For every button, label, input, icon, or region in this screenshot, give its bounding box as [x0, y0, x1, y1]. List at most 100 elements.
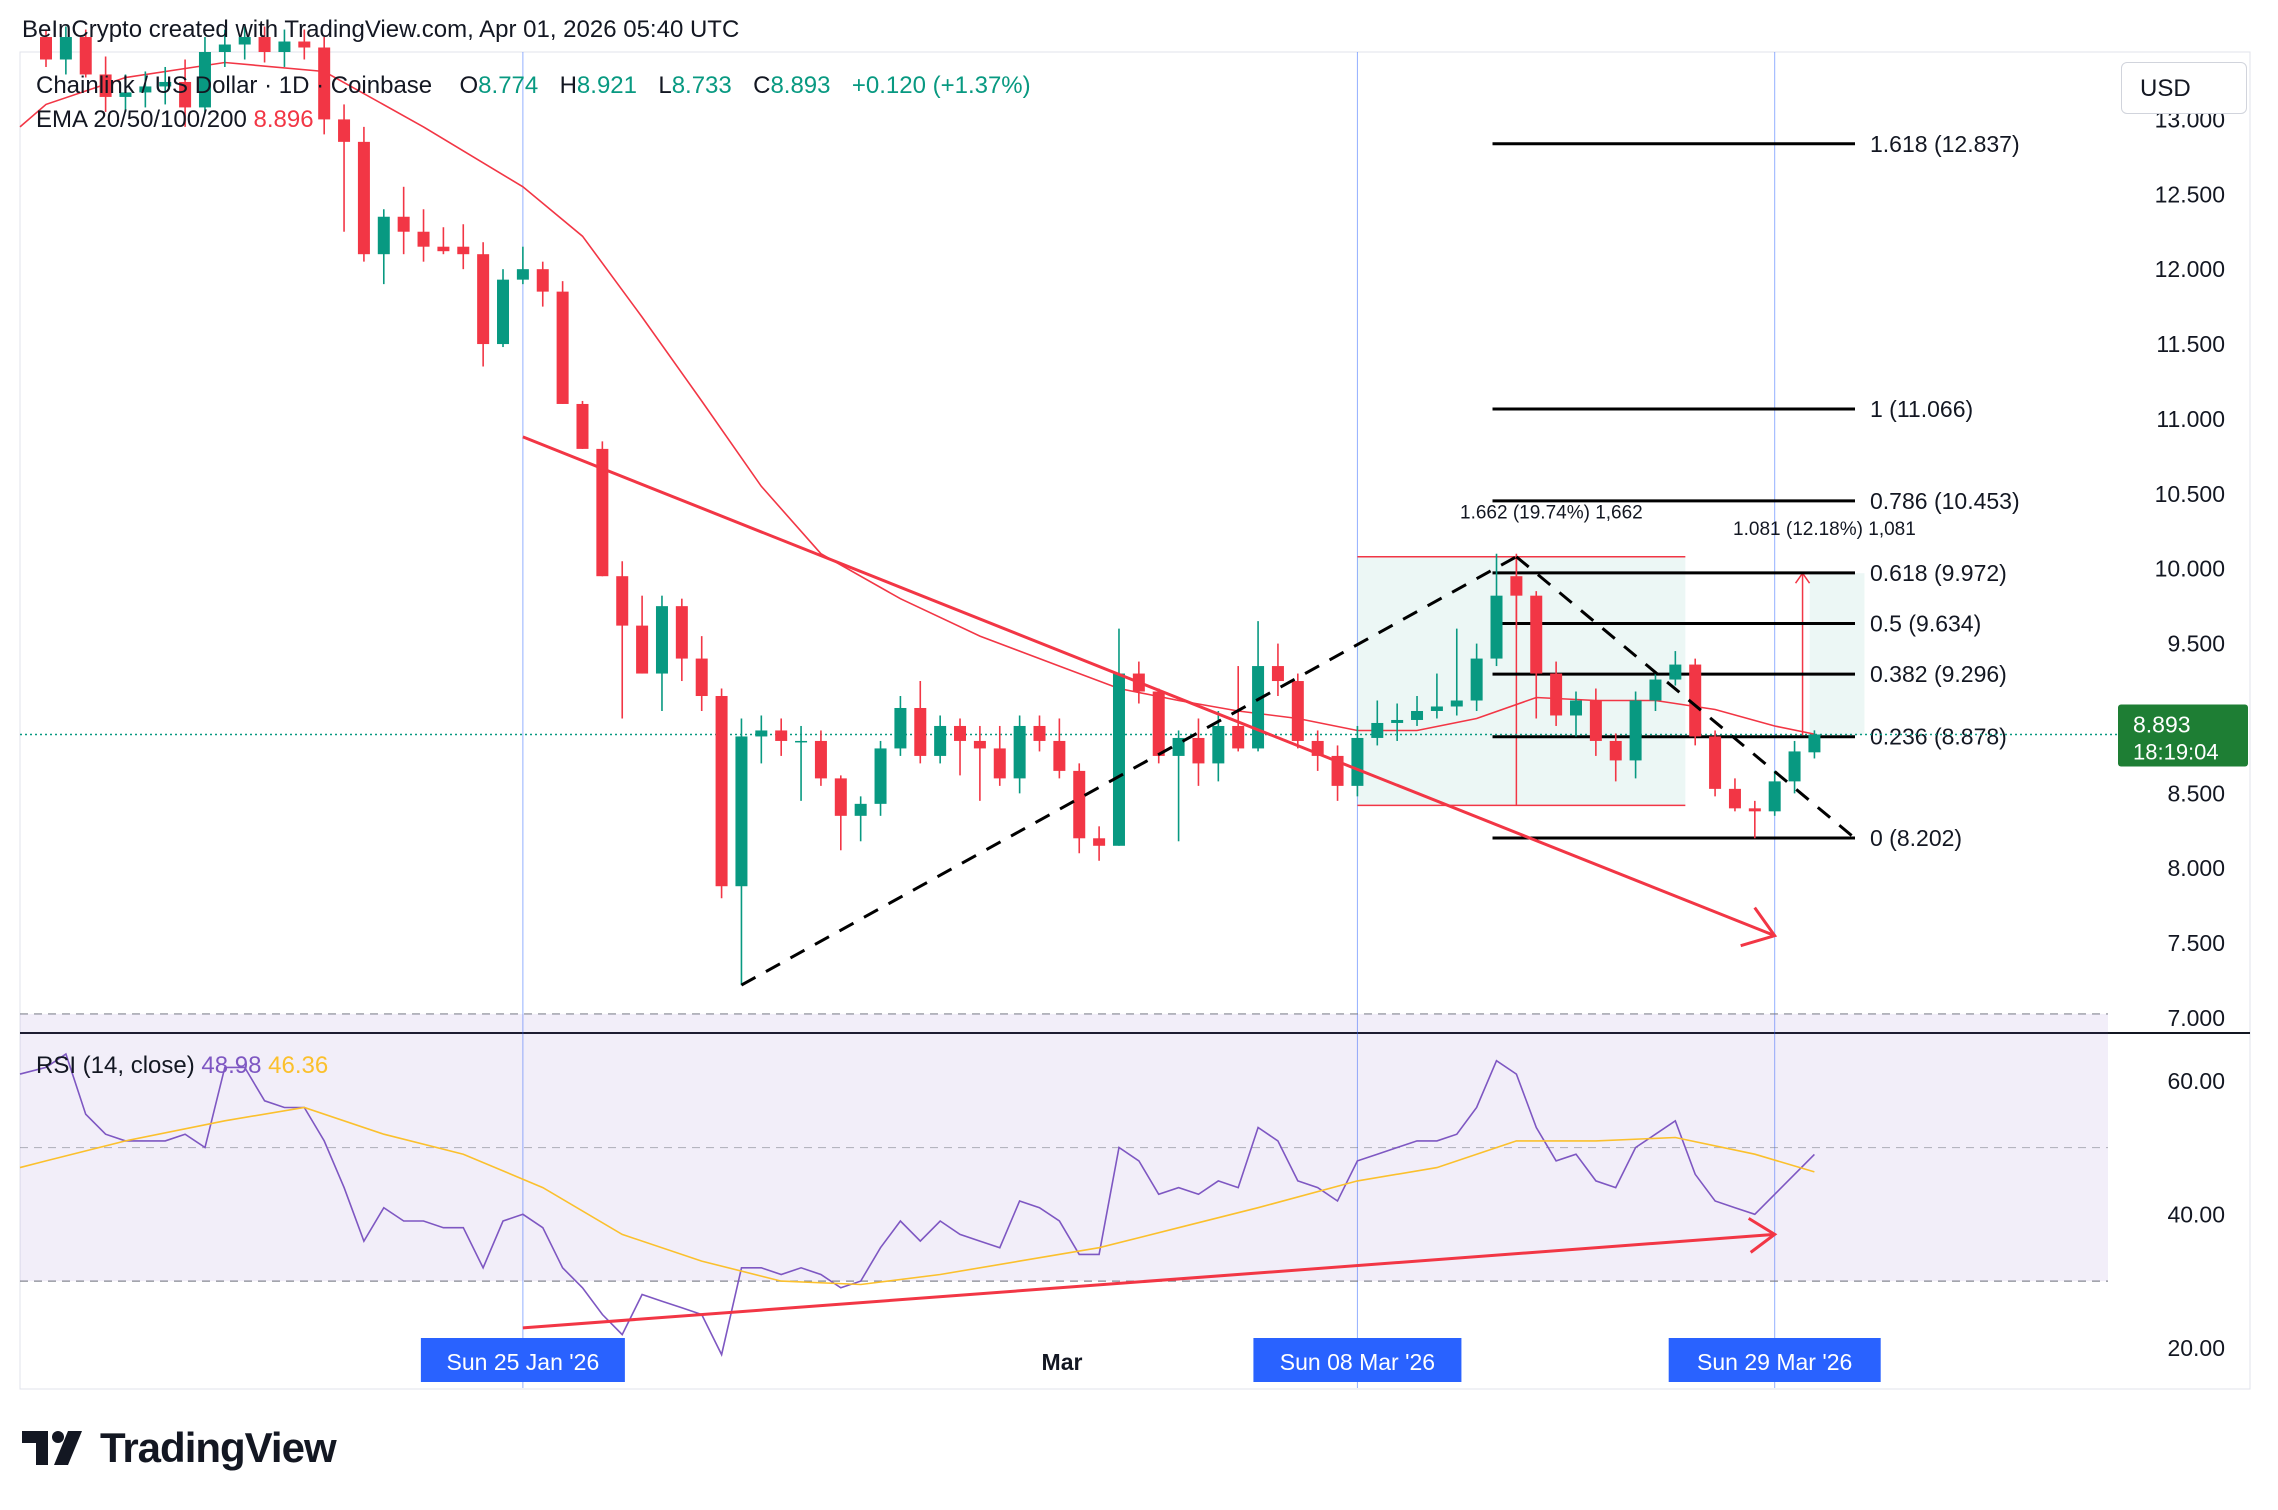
- chart-frame: [19, 51, 2251, 1390]
- fib-label-0.236: 0.236 (8.878): [1870, 724, 2007, 750]
- rsi-line: [19, 1052, 1815, 1357]
- candle: [894, 696, 907, 756]
- x-highlight-badge: [420, 1338, 625, 1382]
- candle: [1351, 725, 1364, 797]
- candle-body: [1788, 751, 1801, 782]
- fib-label-0.5: 0.5 (9.634): [1870, 611, 1981, 637]
- candle-body: [1172, 737, 1185, 756]
- price-tick-label: 10.500: [2155, 481, 2225, 507]
- candle-body: [576, 403, 589, 449]
- x-highlight-label: Sun 29 Mar '26: [1697, 1349, 1852, 1375]
- x-highlight-label: Sun 08 Mar '26: [1280, 1349, 1435, 1375]
- candle: [934, 715, 947, 764]
- candle: [59, 26, 72, 75]
- candle-body: [1271, 666, 1284, 682]
- candle-body: [179, 81, 192, 108]
- candle-body: [1470, 658, 1483, 701]
- rsi-legend[interactable]: RSI (14, close) 48.98 46.36: [36, 1052, 328, 1080]
- candle-body: [1093, 838, 1106, 846]
- price-tick-label: 12.500: [2155, 181, 2225, 207]
- candle-body: [318, 47, 331, 120]
- candle: [1033, 715, 1046, 752]
- rsi-ma-value: 46.36: [268, 1052, 329, 1079]
- high-label: H: [559, 72, 577, 99]
- candle: [278, 29, 291, 67]
- tradingview-logo-icon: [22, 1431, 82, 1465]
- candle: [477, 242, 490, 367]
- candle-body: [1609, 740, 1622, 761]
- candle: [1768, 770, 1781, 816]
- candle-body: [1351, 737, 1364, 786]
- candle-body: [1252, 666, 1265, 749]
- candle-body: [616, 576, 629, 626]
- candle-body: [377, 216, 390, 255]
- ema-legend[interactable]: EMA 20/50/100/200 8.896: [36, 106, 314, 134]
- candle: [1450, 628, 1463, 716]
- candle: [596, 441, 609, 577]
- candle-body: [1709, 736, 1722, 789]
- candle-body: [397, 216, 410, 232]
- candle: [298, 29, 311, 60]
- price-tick-label: 10.000: [2155, 556, 2225, 582]
- candle: [457, 224, 470, 270]
- candle-body: [596, 448, 609, 577]
- candle-body: [1411, 710, 1424, 720]
- credit-line: BeInCrypto created with TradingView.com,…: [22, 16, 740, 43]
- candle: [1629, 691, 1642, 779]
- candle: [814, 730, 827, 786]
- candle-body: [139, 86, 152, 93]
- candle: [1152, 688, 1165, 764]
- candle: [1788, 740, 1801, 794]
- candle-body: [1808, 734, 1821, 753]
- candle: [536, 261, 549, 307]
- candle: [1093, 826, 1106, 861]
- candle-body: [79, 37, 92, 75]
- candle-body: [1510, 576, 1523, 596]
- price-range-2-label: 1.081 (12.18%) 1,081: [1733, 519, 1916, 540]
- candle-body: [1530, 595, 1543, 674]
- candle: [1490, 553, 1503, 667]
- tradingview-logo-text: TradingView: [100, 1424, 337, 1471]
- candle-body: [993, 748, 1006, 779]
- candle-body: [159, 81, 172, 87]
- candle-body: [198, 52, 211, 108]
- candle: [1470, 643, 1483, 711]
- candle-body: [1728, 788, 1741, 809]
- candle: [338, 104, 351, 232]
- candle: [755, 715, 768, 764]
- candle-body: [417, 231, 430, 247]
- candle-body: [655, 606, 668, 674]
- candle-body: [1450, 700, 1463, 707]
- fib-label-1: 1 (11.066): [1870, 396, 1973, 422]
- candle-body: [1748, 808, 1761, 812]
- price-tick-label: 7.500: [2167, 930, 2225, 956]
- candle-body: [954, 725, 967, 741]
- candle: [1808, 730, 1821, 759]
- rsi-label: RSI (14, close): [36, 1052, 195, 1079]
- candle-body: [775, 730, 788, 741]
- candle: [318, 37, 331, 135]
- symbol-title[interactable]: Chainlink / US Dollar · 1D · Coinbase: [36, 72, 433, 99]
- candle: [874, 740, 887, 816]
- price-tick-label: 11.000: [2156, 406, 2225, 432]
- candle: [1192, 718, 1205, 786]
- ema-label: EMA 20/50/100/200: [36, 106, 247, 133]
- candle-body: [894, 707, 907, 749]
- close-value: 8.893: [770, 72, 831, 99]
- currency-button[interactable]: USD: [2121, 62, 2247, 114]
- rsi-tick-label: 20.00: [2167, 1335, 2225, 1361]
- candle-body: [477, 254, 490, 345]
- candle-body: [1550, 673, 1563, 716]
- x-highlight-badge: [1253, 1338, 1462, 1382]
- candle-body: [119, 92, 132, 97]
- candle: [497, 269, 510, 348]
- candle-body: [1768, 781, 1781, 812]
- tradingview-logo[interactable]: TradingView: [22, 1424, 337, 1472]
- fib-label-1.618: 1.618 (12.837): [1870, 131, 2020, 157]
- candle-body: [1669, 664, 1682, 680]
- candle-body: [298, 41, 311, 48]
- candle: [1430, 673, 1443, 719]
- axes: 7.0007.5008.0008.5009.0009.50010.00010.5…: [420, 106, 2248, 1382]
- price-range-label: 1.662 (19.74%) 1,662: [1460, 503, 1643, 524]
